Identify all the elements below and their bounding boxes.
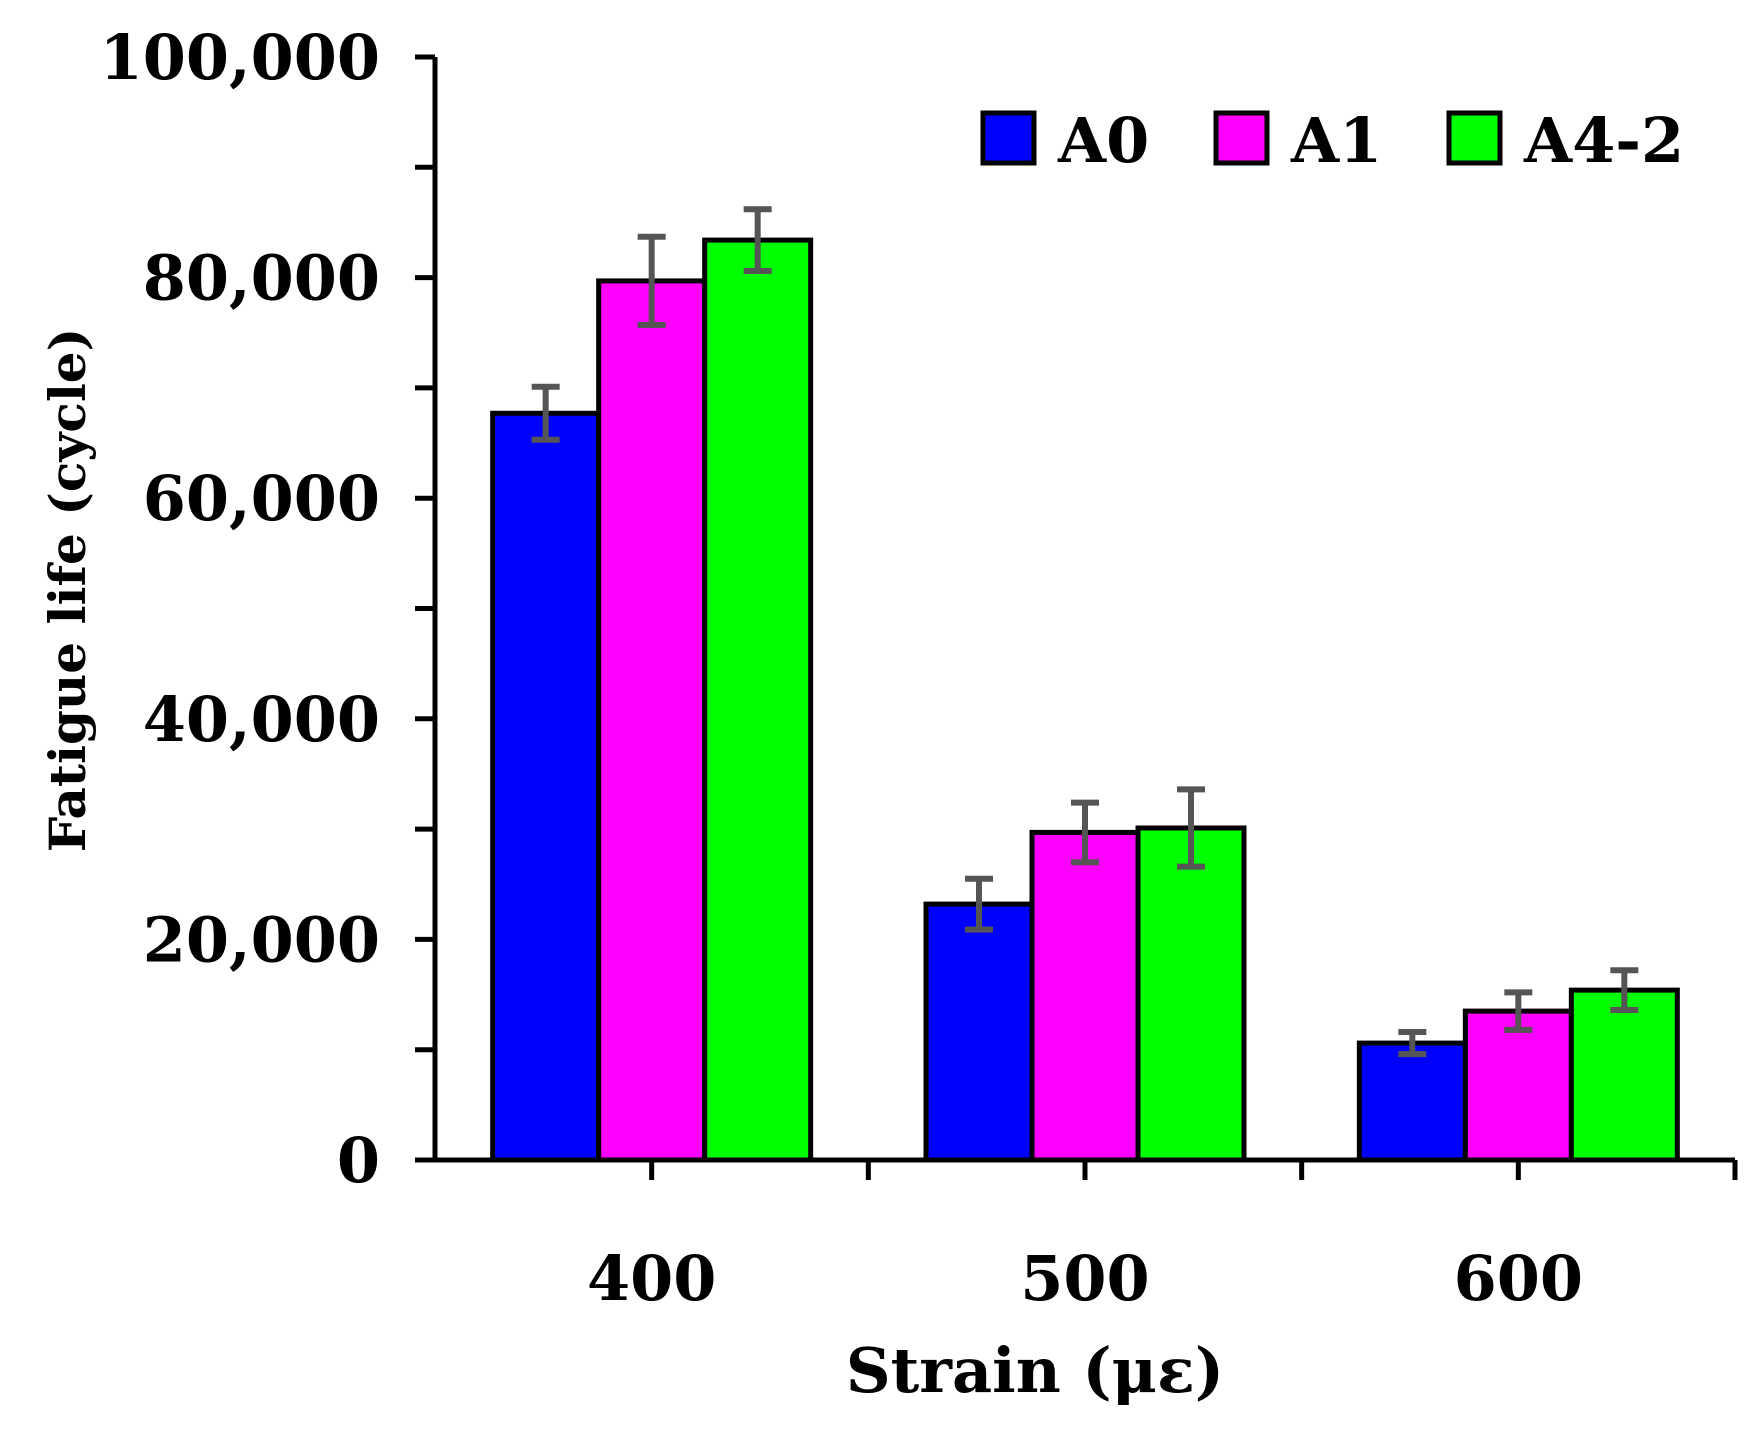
- legend-label: A0: [1057, 104, 1149, 177]
- x-tick-label: 600: [1454, 1242, 1583, 1315]
- legend-label: A4-2: [1523, 104, 1684, 177]
- y-tick-label: 100,000: [100, 21, 380, 94]
- error-bar-A0-600: [1398, 1029, 1427, 1058]
- error-bar-A1-500: [1071, 799, 1099, 866]
- y-tick-label: 40,000: [143, 683, 380, 756]
- bars-layer: [490, 237, 1680, 1163]
- error-bar-A4-2-500: [1177, 786, 1205, 870]
- error-bar-A0-500: [965, 875, 993, 933]
- bar-A0-500: [923, 901, 1035, 1163]
- y-tick-label: 80,000: [143, 242, 380, 315]
- legend-item-A1: A1: [1213, 104, 1382, 177]
- bar-A1-500: [1029, 829, 1141, 1163]
- bar-A0-400: [490, 410, 602, 1163]
- x-tick-label: 500: [1020, 1242, 1149, 1315]
- y-tick-label: 60,000: [143, 462, 380, 535]
- x-tick-label: 400: [587, 1242, 716, 1315]
- bar-A4-2-600: [1568, 987, 1680, 1163]
- legend-item-A4-2: A4-2: [1446, 104, 1684, 177]
- y-tick-label: 0: [337, 1124, 380, 1197]
- y-axis-title: Fatigue life (cycle): [38, 328, 97, 853]
- error-bar-A1-600: [1504, 989, 1533, 1033]
- x-axis-title: Strain (με): [846, 1334, 1224, 1407]
- legend-label: A1: [1290, 104, 1382, 177]
- legend: A0 A1 A4-2: [980, 104, 1684, 177]
- bar-A4-2-500: [1135, 825, 1247, 1163]
- error-bars-layer: [531, 206, 1639, 1058]
- bar-A0-600: [1356, 1040, 1468, 1163]
- error-bar-A1-400: [637, 233, 666, 329]
- legend-swatch: [1446, 110, 1503, 166]
- legend-swatch: [980, 110, 1037, 166]
- ticks-layer: 0 20,000 40,000 60,000 80,000 100,000 400 500 60…: [100, 21, 1738, 1315]
- error-bar-A4-2-600: [1610, 967, 1639, 1013]
- bar-A1-600: [1462, 1008, 1574, 1163]
- legend-swatch: [1213, 110, 1270, 166]
- error-bar-A0-400: [531, 383, 560, 443]
- legend-item-A0: A0: [980, 104, 1149, 177]
- bar-A1-400: [596, 278, 708, 1163]
- error-bar-A4-2-400: [743, 206, 772, 274]
- y-tick-label: 20,000: [143, 903, 380, 976]
- bar-A4-2-400: [702, 237, 814, 1163]
